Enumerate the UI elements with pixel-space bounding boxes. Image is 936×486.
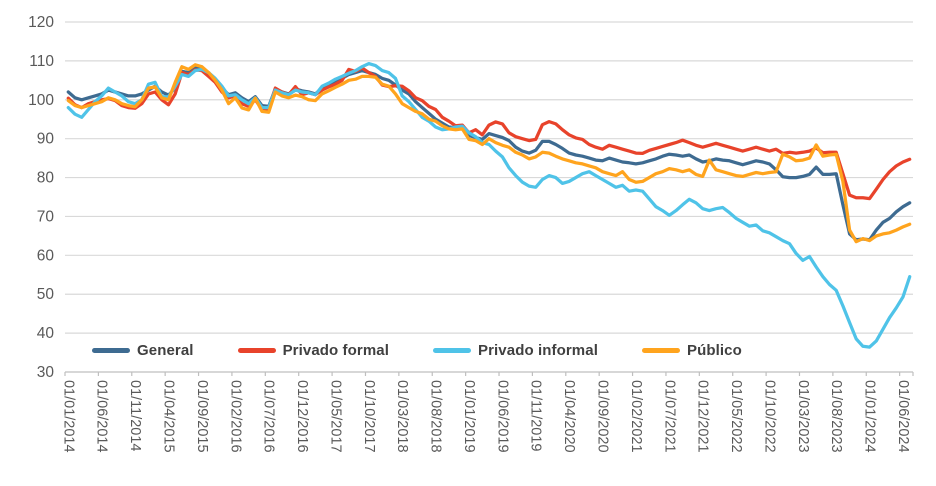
y-axis-label: 120 [28, 14, 54, 31]
x-axis-label: 01/08/2023 [828, 380, 844, 453]
x-axis-label: 01/10/2022 [761, 380, 777, 453]
x-axis-label: 01/07/2016 [261, 380, 277, 453]
legend-line-swatch-privado-formal [237, 348, 276, 353]
x-axis-label: 01/10/2017 [361, 380, 377, 453]
legend-label-privado-informal: Privado informal [478, 342, 598, 359]
legend-label-privado-formal: Privado formal [282, 342, 389, 359]
legend-line-swatch-general [92, 348, 130, 353]
legend-item-privado-formal: Privado formal [237, 342, 389, 359]
x-axis-label: 01/06/2024 [895, 380, 911, 453]
x-axis-label: 01/02/2016 [227, 380, 243, 453]
y-axis-label: 60 [37, 247, 55, 264]
legend: General Privado formal Privado informal … [92, 342, 742, 359]
legend-line-swatch-publico [641, 348, 680, 353]
legend-line-swatch-privado-informal [433, 348, 471, 353]
x-axis-label: 01/01/2014 [60, 380, 76, 453]
y-axis-label: 90 [37, 131, 55, 148]
series-line-público [66, 63, 912, 244]
x-axis-label: 01/12/2021 [695, 380, 711, 453]
x-axis-label: 01/09/2015 [194, 380, 210, 453]
y-axis-label: 100 [28, 92, 54, 109]
x-axis-label: 01/11/2014 [127, 380, 143, 452]
x-axis-label: 01/06/2019 [494, 380, 510, 453]
y-axis-label: 50 [37, 286, 55, 303]
x-axis-label: 01/03/2018 [394, 380, 410, 453]
x-axis-label: 01/02/2021 [628, 380, 644, 453]
y-axis-label: 70 [37, 208, 55, 225]
legend-label-publico: Público [686, 342, 742, 359]
x-axis-label: 01/12/2016 [294, 380, 310, 453]
x-axis-label: 01/05/2017 [327, 380, 343, 453]
y-axis-label: 80 [37, 170, 55, 187]
x-axis-label: 01/07/2021 [661, 380, 677, 453]
x-axis-label: 01/04/2015 [160, 380, 176, 453]
legend-label-general: General [137, 342, 194, 359]
x-axis-label: 01/09/2020 [595, 380, 611, 453]
legend-item-publico: Público [641, 342, 742, 359]
series-line-privado-formal [66, 66, 912, 201]
x-axis-label: 01/08/2018 [428, 380, 444, 453]
y-axis-label: 30 [37, 364, 55, 381]
legend-item-general: General [92, 342, 194, 359]
x-axis-label: 01/01/2024 [862, 380, 878, 453]
x-axis-label: 01/03/2023 [795, 380, 811, 453]
y-axis-label: 110 [29, 53, 54, 70]
x-axis-label: 01/04/2020 [561, 380, 577, 453]
x-axis-label: 01/06/2014 [94, 380, 110, 453]
legend-item-privado-informal: Privado informal [433, 342, 598, 359]
series-line-privado-informal [66, 61, 912, 349]
x-axis-label: 01/11/2019 [528, 380, 544, 452]
y-axis-label: 40 [37, 325, 55, 342]
x-axis-label: 01/01/2019 [461, 380, 477, 453]
x-axis-label: 01/05/2022 [728, 380, 744, 453]
